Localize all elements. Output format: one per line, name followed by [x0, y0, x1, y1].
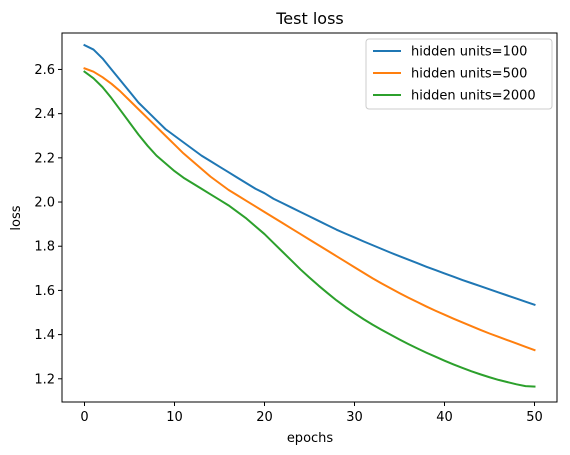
y-tick-label: 2.2: [34, 151, 55, 166]
x-tick-label: 40: [436, 410, 453, 425]
legend: hidden units=100 hidden units=500 hidden u…: [365, 38, 553, 110]
y-tick-label: 1.8: [34, 240, 55, 255]
y-tick-label: 2.4: [34, 107, 55, 122]
x-tick-label: 20: [256, 410, 273, 425]
legend-label-2: hidden units=2000: [411, 89, 536, 104]
x-tick-label: 0: [80, 410, 88, 425]
chart-title: Test loss: [275, 9, 344, 28]
y-axis-label: loss: [9, 205, 24, 230]
x-tick-label: 30: [346, 410, 363, 425]
x-tick-label: 50: [526, 410, 543, 425]
legend-box: [365, 38, 553, 110]
series-line-0: [83, 43, 536, 307]
x-axis-label: epochs: [287, 431, 334, 446]
plot-area: 0 10 20 30 40 50 1.2 1.4 1.6 1.8 2.0 2.2 2.4 2.6: [34, 32, 558, 425]
y-tick-label: 2.6: [34, 63, 55, 78]
y-tick-label: 2.0: [34, 196, 55, 211]
series-line-1: [83, 67, 536, 352]
x-tick-label: 10: [166, 410, 183, 425]
y-tick-label: 1.2: [34, 372, 55, 387]
legend-label-0: hidden units=100: [411, 45, 527, 60]
series-line-2: [83, 70, 536, 388]
axes-frame: [61, 32, 558, 403]
y-tick-label: 1.4: [34, 328, 55, 343]
y-tick-label: 1.6: [34, 284, 55, 299]
legend-label-1: hidden units=500: [411, 67, 527, 82]
